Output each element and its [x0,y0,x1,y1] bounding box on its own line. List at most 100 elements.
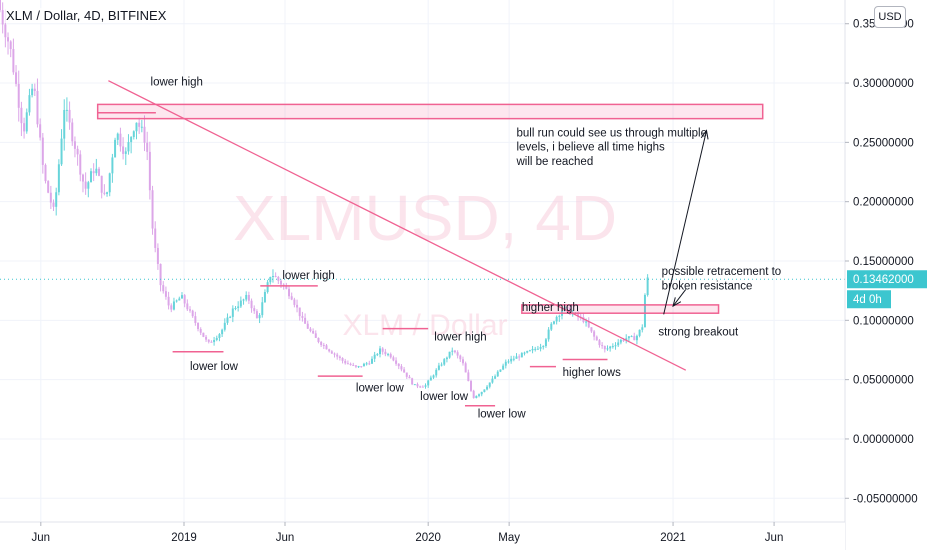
candle[interactable] [57,159,60,196]
annotation-text[interactable]: bull run could see us through multiple [517,127,708,139]
candle[interactable] [213,336,216,346]
candle[interactable] [617,339,620,347]
candle[interactable] [92,163,95,182]
candle[interactable] [261,297,264,318]
candle[interactable] [362,362,365,367]
candle[interactable] [178,296,181,301]
candle[interactable] [197,322,200,332]
annotation-text[interactable]: lower low [190,361,239,373]
candle[interactable] [202,332,205,338]
candle[interactable] [269,276,272,285]
candle[interactable] [429,375,432,381]
time-axis[interactable]: Jun 2019 Jun 2020 May 2021 Jun [0,521,845,550]
candle[interactable] [419,385,422,389]
annotation-text[interactable]: lower high [282,270,334,282]
candle[interactable] [132,130,135,140]
candle[interactable] [638,329,641,338]
candle[interactable] [218,333,221,342]
candle[interactable] [253,305,256,314]
candle[interactable] [258,313,261,324]
candle[interactable] [370,356,373,364]
candle[interactable] [467,369,470,382]
candle[interactable] [73,136,76,158]
candle[interactable] [461,356,464,366]
drawings[interactable] [0,80,845,407]
candle[interactable] [245,291,248,302]
arrow[interactable] [672,289,687,308]
candle[interactable] [427,379,430,388]
candle[interactable] [242,298,245,305]
candle[interactable] [325,343,328,350]
candle[interactable] [504,359,507,369]
candle[interactable] [25,108,28,134]
candle[interactable] [400,364,403,372]
candle[interactable] [333,352,336,358]
candle[interactable] [464,361,467,373]
candle[interactable] [555,315,558,325]
candle[interactable] [231,305,234,323]
annotation-text[interactable]: levels, i believe all time highs [517,142,666,154]
candle[interactable] [47,180,50,194]
candle[interactable] [263,289,266,303]
candle[interactable] [39,118,42,141]
candle[interactable] [483,389,486,393]
candle[interactable] [558,314,561,322]
candle[interactable] [357,365,360,368]
candle[interactable] [341,357,344,364]
candle[interactable] [221,328,224,337]
candle[interactable] [593,329,596,341]
candle[interactable] [330,350,333,354]
candle[interactable] [539,343,542,352]
candle[interactable] [491,375,494,384]
candle[interactable] [162,281,165,294]
candle[interactable] [205,334,208,342]
candle[interactable] [288,285,291,300]
candle[interactable] [68,101,71,130]
candle[interactable] [510,355,513,364]
candle[interactable] [515,353,518,359]
candle[interactable] [234,306,237,311]
candle[interactable] [100,175,103,199]
candle[interactable] [488,382,491,389]
candle[interactable] [87,180,90,198]
candle[interactable] [81,173,84,193]
candle[interactable] [494,374,497,380]
candle[interactable] [223,318,226,332]
candle[interactable] [437,362,440,371]
candle[interactable] [384,348,387,357]
candle[interactable] [135,122,138,140]
annotation-text[interactable]: higher high [522,302,579,314]
candle[interactable] [306,320,309,329]
candle[interactable] [531,345,534,354]
candle[interactable] [609,345,612,352]
candle[interactable] [164,286,167,300]
candle[interactable] [536,345,539,350]
candle[interactable] [119,127,122,152]
annotation-text[interactable]: higher lows [563,367,621,379]
annotation-text[interactable]: lower low [478,409,527,421]
candle[interactable] [443,358,446,366]
candle[interactable] [186,299,189,311]
annotation-text[interactable]: broken resistance [662,280,753,292]
candle[interactable] [140,119,143,133]
candle[interactable] [36,78,39,128]
candle[interactable] [619,338,622,345]
candle[interactable] [76,145,79,166]
candle[interactable] [512,355,515,362]
candle[interactable] [534,346,537,352]
candle[interactable] [526,350,529,354]
candle[interactable] [317,337,320,344]
candle[interactable] [528,349,531,352]
candle[interactable] [148,141,151,200]
candle[interactable] [478,393,481,398]
candle[interactable] [336,352,339,360]
candle[interactable] [71,118,74,146]
candle[interactable] [627,336,630,342]
candle[interactable] [408,374,411,379]
candle[interactable] [518,354,521,361]
candle[interactable] [486,385,489,391]
candle[interactable] [606,345,609,351]
trendline[interactable] [108,80,687,371]
annotation-text[interactable]: will be reached [516,156,594,168]
